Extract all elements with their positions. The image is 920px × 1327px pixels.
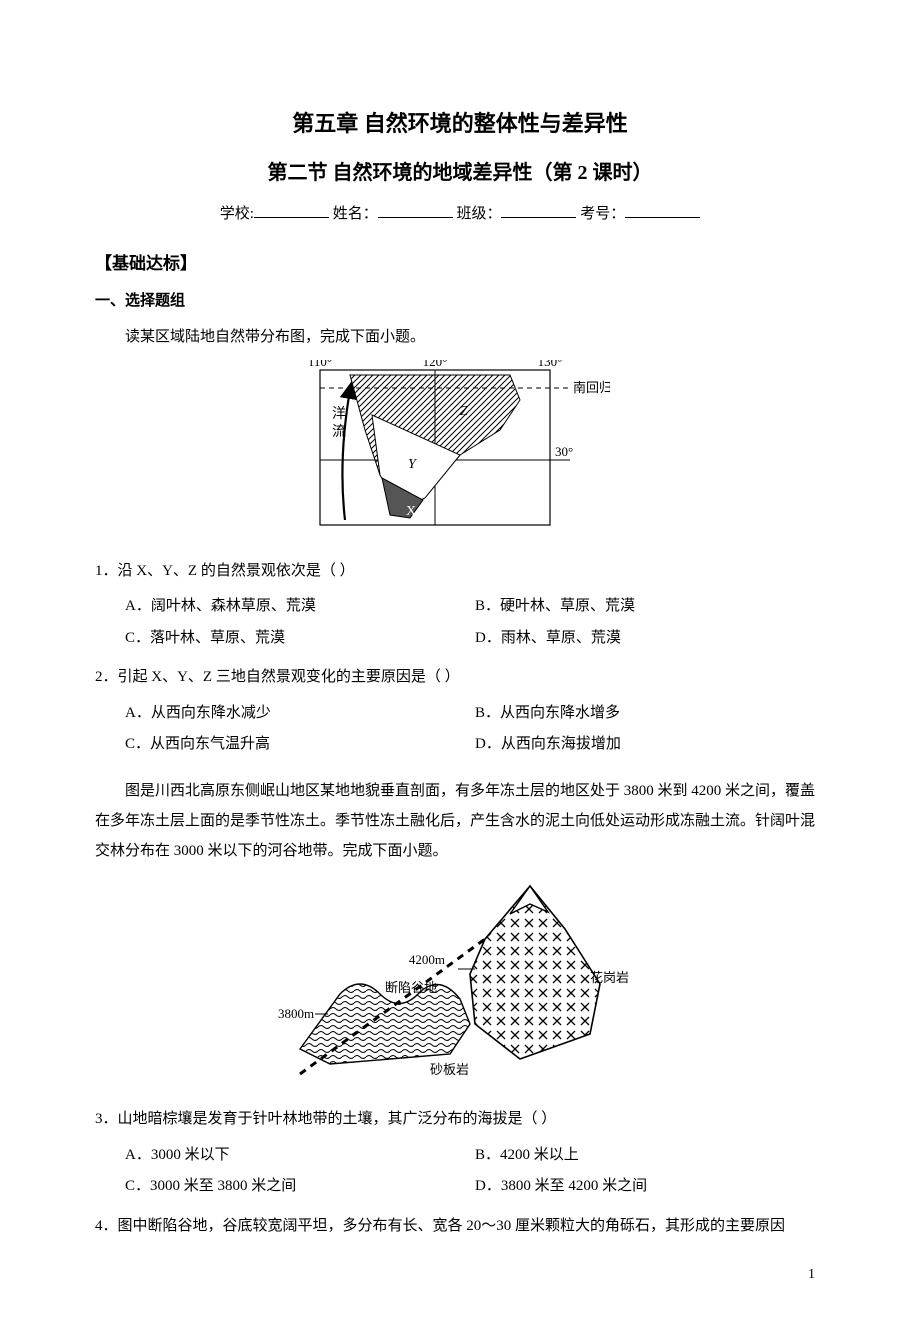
sand-slate-label: 砂板岩 bbox=[430, 1062, 469, 1077]
page-number: 1 bbox=[95, 1263, 825, 1287]
figure-2-profile: 3800m 4200m 断陷谷地 砂板岩 花岗岩 bbox=[95, 874, 825, 1094]
q3-options: A．3000 米以下 B．4200 米以上 C．3000 米至 3800 米之间… bbox=[95, 1143, 825, 1200]
q4-stem: 4．图中断陷谷地，谷底较宽阔平坦，多分布有长、宽各 20～30 厘米颗粒大的角砾… bbox=[95, 1214, 825, 1240]
q3-opt-d[interactable]: D．3800 米至 4200 米之间 bbox=[475, 1174, 825, 1200]
student-info-line: 学校: 姓名： 班级： 考号： bbox=[95, 200, 825, 228]
lon-110: 110° bbox=[310, 360, 332, 369]
q3-opt-a[interactable]: A．3000 米以下 bbox=[125, 1143, 475, 1169]
label-z: Z bbox=[460, 404, 468, 419]
figure-1-map: 110° 120° 130° 南回归线 30° 洋 流 X Y Z bbox=[95, 360, 825, 545]
heading-mcq: 一、选择题组 bbox=[95, 289, 825, 315]
q1-options: A．阔叶林、森林草原、荒漠 B．硬叶林、草原、荒漠 C．落叶林、草原、荒漠 D．… bbox=[95, 594, 825, 651]
lat-30: 30° bbox=[555, 444, 573, 459]
label-class: 班级： bbox=[456, 206, 501, 222]
blank-school[interactable] bbox=[254, 200, 329, 218]
elev-3800: 3800m bbox=[278, 1006, 314, 1021]
chapter-title: 第五章 自然环境的整体性与差异性 bbox=[95, 105, 825, 142]
q3-opt-b[interactable]: B．4200 米以上 bbox=[475, 1143, 825, 1169]
label-x: X bbox=[406, 504, 416, 519]
lon-130: 130° bbox=[538, 360, 563, 369]
q2-opt-a[interactable]: A．从西向东降水减少 bbox=[125, 701, 475, 727]
q2-stem: 2．引起 X、Y、Z 三地自然景观变化的主要原因是（ ） bbox=[95, 665, 825, 691]
current-2: 流 bbox=[332, 424, 346, 440]
q2-opt-b[interactable]: B．从西向东降水增多 bbox=[475, 701, 825, 727]
tropic-label: 南回归线 bbox=[573, 380, 610, 395]
q1-stem: 1．沿 X、Y、Z 的自然景观依次是（ ） bbox=[95, 559, 825, 585]
q1-opt-b[interactable]: B．硬叶林、草原、荒漠 bbox=[475, 594, 825, 620]
passage-2: 图是川西北高原东侧岷山地区某地地貌垂直剖面，有多年冻土层的地区处于 3800 米… bbox=[95, 776, 825, 866]
granite-label: 花岗岩 bbox=[590, 970, 629, 985]
fault-valley-label: 断陷谷地 bbox=[385, 980, 437, 995]
q2-options: A．从西向东降水减少 B．从西向东降水增多 C．从西向东气温升高 D．从西向东海… bbox=[95, 701, 825, 758]
q3-stem: 3．山地暗棕壤是发育于针叶林地带的土壤，其广泛分布的海拔是（ ） bbox=[95, 1107, 825, 1133]
q2-opt-c[interactable]: C．从西向东气温升高 bbox=[125, 732, 475, 758]
heading-basic-standard: 【基础达标】 bbox=[95, 250, 825, 279]
q2-opt-d[interactable]: D．从西向东海拔增加 bbox=[475, 732, 825, 758]
blank-name[interactable] bbox=[378, 200, 453, 218]
blank-examno[interactable] bbox=[625, 200, 700, 218]
label-examno: 考号： bbox=[580, 206, 625, 222]
blank-class[interactable] bbox=[501, 200, 576, 218]
q1-opt-a[interactable]: A．阔叶林、森林草原、荒漠 bbox=[125, 594, 475, 620]
q3-opt-c[interactable]: C．3000 米至 3800 米之间 bbox=[125, 1174, 475, 1200]
q1-opt-d[interactable]: D．雨林、草原、荒漠 bbox=[475, 626, 825, 652]
label-name: 姓名： bbox=[333, 206, 378, 222]
elev-4200: 4200m bbox=[409, 952, 445, 967]
intro-text-1: 读某区域陆地自然带分布图，完成下面小题。 bbox=[95, 322, 825, 352]
q1-opt-c[interactable]: C．落叶林、草原、荒漠 bbox=[125, 626, 475, 652]
label-school: 学校: bbox=[220, 206, 254, 222]
current-1: 洋 bbox=[332, 406, 346, 422]
lon-120: 120° bbox=[423, 360, 448, 369]
section-title: 第二节 自然环境的地域差异性（第 2 课时） bbox=[95, 156, 825, 190]
